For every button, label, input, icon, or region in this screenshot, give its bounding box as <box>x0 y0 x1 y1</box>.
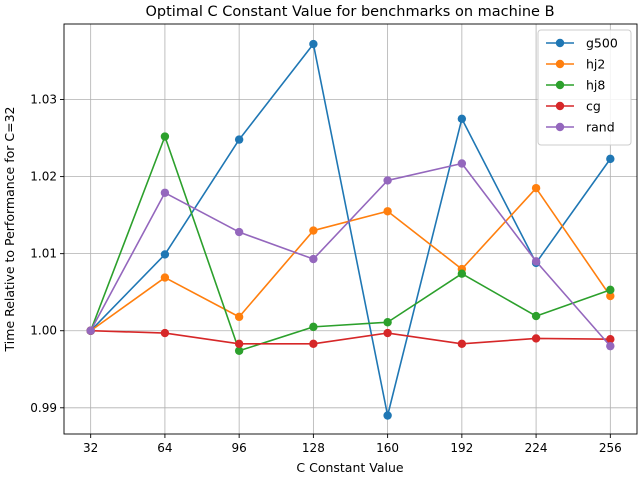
data-point-hj8 <box>383 318 392 327</box>
y-tick-label: 1.02 <box>30 170 57 184</box>
data-point-hj8 <box>160 132 170 141</box>
data-point-g500 <box>606 154 615 164</box>
legend-marker-hj2 <box>555 59 565 69</box>
data-point-rand <box>86 326 95 335</box>
data-point-cg <box>606 335 615 344</box>
legend-label-g500: g500 <box>586 36 618 51</box>
data-point-rand <box>606 341 615 351</box>
legend-item-hj8: hj8 <box>546 78 605 93</box>
data-point-g500 <box>457 114 467 123</box>
data-point-rand <box>383 176 392 185</box>
legend-box <box>537 29 632 146</box>
data-point-hj2 <box>383 207 392 216</box>
data-point-hj2 <box>606 291 615 301</box>
legend-label-hj8: hj8 <box>586 78 605 93</box>
x-tick-label: 64 <box>157 441 172 455</box>
data-point-cg <box>160 328 170 338</box>
data-point-g500 <box>309 39 318 49</box>
legend-item-g500: g500 <box>546 36 618 51</box>
x-tick-label: 192 <box>450 441 473 455</box>
legend: g500 hj2 hj8 cg rand <box>537 29 632 146</box>
legend-item-rand: rand <box>546 120 615 135</box>
data-point-g500 <box>234 135 244 144</box>
data-point-g500 <box>383 411 392 420</box>
chart-title: Optimal C Constant Value for benchmarks … <box>145 4 554 20</box>
y-axis-label: Time Relative to Performance for C=32 <box>2 107 17 353</box>
legend-item-cg: cg <box>546 99 601 114</box>
legend-item-hj2: hj2 <box>546 57 605 72</box>
x-tick-label: 224 <box>525 441 548 455</box>
data-point-cg <box>234 339 244 349</box>
data-point-rand <box>309 254 318 264</box>
y-tick-label: 1.03 <box>30 93 57 107</box>
x-tick-label: 160 <box>376 441 399 455</box>
data-point-hj2 <box>160 273 170 282</box>
y-tick-label: 1.00 <box>30 324 57 338</box>
series-line-rand <box>89 162 611 347</box>
data-point-cg <box>309 339 318 349</box>
data-point-rand <box>531 257 541 266</box>
legend-marker-hj8 <box>555 80 565 90</box>
series-line-cg <box>90 329 611 345</box>
legend-marker-cg <box>555 101 565 111</box>
series-line-g500 <box>90 43 611 417</box>
y-tick-label: 1.01 <box>30 247 57 261</box>
data-point-hj8 <box>531 311 541 321</box>
data-point-rand <box>160 188 170 197</box>
series-line-hj8 <box>89 135 611 352</box>
data-point-hj2 <box>234 312 244 322</box>
data-point-cg <box>383 328 392 338</box>
data-point-g500 <box>160 250 170 259</box>
data-point-hj8 <box>234 346 244 355</box>
legend-label-cg: cg <box>586 99 601 114</box>
series-rand <box>86 159 615 351</box>
x-tick-label: 256 <box>599 441 622 455</box>
x-tick-label: 128 <box>302 441 325 455</box>
data-point-hj8 <box>606 285 615 295</box>
data-point-cg <box>457 339 467 349</box>
legend-label-rand: rand <box>586 120 615 135</box>
data-point-hj8 <box>457 269 467 278</box>
plot-frame <box>63 23 638 435</box>
axis-ticks: 32 64 96 128 160 192 224 256 0.99 1.00 1.01 1.02 1.0… <box>30 93 621 455</box>
legend-marker-rand <box>555 122 565 132</box>
data-point-hj2 <box>531 183 541 193</box>
data-point-cg <box>531 334 541 343</box>
x-tick-label: 32 <box>83 441 98 455</box>
x-tick-label: 96 <box>232 441 247 455</box>
legend-label-hj2: hj2 <box>586 57 605 72</box>
data-point-hj8 <box>309 322 318 332</box>
data-point-rand <box>234 227 244 237</box>
legend-marker-g500 <box>555 38 565 48</box>
data-point-rand <box>457 159 467 168</box>
x-axis-label: C Constant Value <box>296 460 404 475</box>
data-point-hj2 <box>309 226 318 235</box>
series-lines <box>86 39 615 420</box>
y-tick-label: 0.99 <box>30 401 57 415</box>
